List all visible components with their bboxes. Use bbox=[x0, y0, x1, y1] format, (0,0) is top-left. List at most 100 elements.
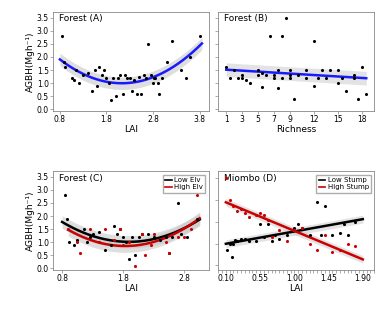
Point bbox=[263, 73, 269, 78]
Point bbox=[117, 227, 123, 232]
Point bbox=[115, 75, 121, 80]
Point bbox=[102, 227, 108, 232]
Point bbox=[114, 232, 120, 237]
Point bbox=[101, 68, 107, 73]
Point bbox=[184, 234, 191, 239]
Point bbox=[279, 75, 285, 80]
Point bbox=[84, 240, 90, 245]
Point bbox=[314, 200, 320, 205]
Point bbox=[257, 210, 263, 215]
Point bbox=[132, 253, 138, 258]
Point bbox=[151, 75, 157, 80]
Point bbox=[275, 86, 281, 91]
Text: Forest (A): Forest (A) bbox=[59, 14, 103, 24]
Point bbox=[143, 75, 149, 80]
Point bbox=[311, 83, 317, 88]
Point bbox=[99, 73, 105, 78]
Point bbox=[231, 204, 237, 209]
Point bbox=[68, 75, 74, 80]
Point bbox=[62, 193, 68, 197]
Point bbox=[311, 39, 317, 44]
Point bbox=[132, 263, 138, 268]
Point bbox=[246, 215, 252, 220]
Point bbox=[307, 241, 313, 246]
Point bbox=[80, 73, 86, 78]
Point bbox=[247, 81, 253, 86]
Point bbox=[164, 60, 170, 65]
Point bbox=[169, 234, 175, 239]
Point bbox=[261, 213, 267, 218]
Text: Miombo (D): Miombo (D) bbox=[225, 174, 277, 183]
Point bbox=[271, 75, 277, 80]
Point bbox=[150, 81, 156, 86]
X-axis label: LAI: LAI bbox=[124, 284, 138, 293]
Point bbox=[155, 81, 161, 86]
Point bbox=[106, 81, 112, 86]
Point bbox=[238, 237, 244, 241]
Point bbox=[151, 232, 157, 237]
Point bbox=[90, 88, 96, 93]
Point bbox=[279, 33, 285, 38]
Point bbox=[318, 232, 324, 237]
Point bbox=[287, 73, 293, 78]
Point bbox=[129, 234, 135, 239]
Point bbox=[65, 227, 71, 232]
Point bbox=[151, 234, 157, 239]
Point bbox=[352, 243, 358, 248]
Point bbox=[291, 96, 297, 101]
Point bbox=[235, 75, 241, 80]
Point bbox=[71, 242, 77, 247]
Point bbox=[156, 91, 162, 96]
Point bbox=[343, 88, 349, 93]
Point bbox=[136, 234, 142, 239]
Point bbox=[157, 237, 163, 242]
Point bbox=[315, 75, 321, 80]
Point bbox=[111, 224, 117, 229]
X-axis label: LAI: LAI bbox=[289, 284, 303, 293]
Point bbox=[129, 88, 135, 93]
Point bbox=[136, 74, 142, 79]
Point bbox=[178, 68, 184, 73]
Point bbox=[227, 75, 233, 80]
Point bbox=[138, 91, 144, 96]
Point bbox=[163, 234, 169, 239]
Point bbox=[239, 73, 245, 78]
Point bbox=[341, 221, 347, 226]
Point bbox=[102, 248, 108, 253]
Point bbox=[345, 241, 351, 246]
Point bbox=[187, 55, 193, 60]
Point bbox=[363, 91, 369, 96]
Point bbox=[90, 232, 96, 237]
Point bbox=[295, 221, 301, 226]
Point bbox=[127, 75, 133, 80]
X-axis label: Richness: Richness bbox=[276, 125, 316, 134]
Point bbox=[223, 175, 229, 180]
Point bbox=[229, 254, 235, 259]
X-axis label: LAI: LAI bbox=[124, 125, 138, 134]
Point bbox=[322, 204, 328, 209]
Point bbox=[181, 234, 187, 239]
Point bbox=[118, 73, 124, 78]
Point bbox=[232, 238, 238, 243]
Point bbox=[287, 68, 293, 73]
Point bbox=[268, 234, 274, 239]
Point bbox=[323, 75, 329, 80]
Point bbox=[142, 253, 148, 258]
Point bbox=[243, 78, 249, 83]
Point bbox=[67, 240, 73, 245]
Point bbox=[223, 65, 229, 70]
Point bbox=[175, 234, 181, 239]
Point bbox=[104, 75, 110, 80]
Point bbox=[187, 227, 194, 232]
Point bbox=[117, 227, 123, 232]
Point bbox=[359, 65, 365, 70]
Point bbox=[120, 91, 126, 96]
Point bbox=[166, 250, 172, 255]
Point bbox=[60, 60, 67, 65]
Point bbox=[145, 41, 151, 46]
Point bbox=[231, 68, 237, 73]
Point bbox=[113, 94, 119, 99]
Point bbox=[110, 75, 116, 80]
Point bbox=[259, 85, 265, 90]
Point bbox=[108, 242, 114, 247]
